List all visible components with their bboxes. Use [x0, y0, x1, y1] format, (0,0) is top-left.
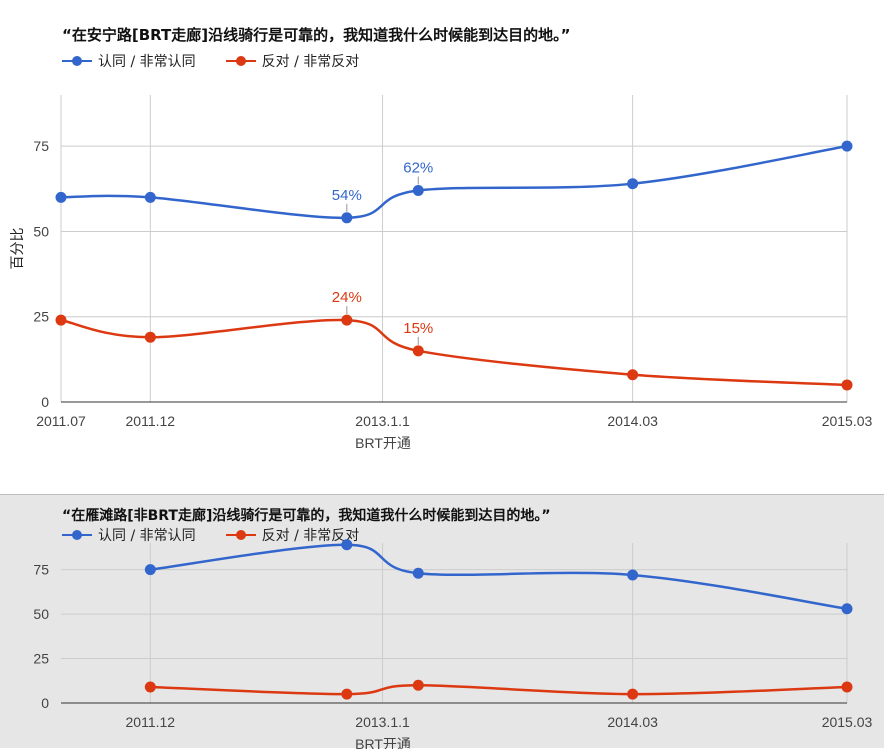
y-tick-label: 50 [33, 606, 49, 622]
data-label: 62% [403, 160, 433, 177]
data-point-oppose [841, 681, 853, 693]
data-point-approve [341, 539, 353, 551]
data-point-approve [55, 191, 67, 203]
data-point-approve [627, 569, 639, 581]
series-line-approve [150, 543, 848, 611]
x-tick-label: 2011.12 [126, 413, 176, 429]
legend-item-approve[interactable]: 认同 / 非常认同 [62, 51, 196, 71]
x-tick-label: 2011.12 [126, 714, 176, 730]
y-tick-label: 75 [33, 562, 49, 578]
x-tick-label: 2013.1.1 [355, 413, 410, 429]
data-point-oppose [841, 379, 853, 391]
data-point-oppose [341, 314, 353, 326]
legend-item-oppose[interactable]: 反对 / 非常反对 [225, 51, 360, 71]
legend-swatch-approve [62, 55, 92, 67]
data-point-oppose [341, 688, 353, 700]
legend-swatch-oppose [225, 55, 256, 67]
data-label: 54% [332, 187, 362, 204]
y-tick-label: 0 [41, 695, 49, 711]
chart-panel-anning: “在安宁路[BRT走廊]沿线骑行是可靠的，我知道我什么时候能到达目的地。” 认同… [9, 26, 873, 451]
data-point-oppose [412, 345, 424, 357]
data-point-approve [841, 603, 853, 615]
x-tick-label: 2013.1.1 [355, 714, 410, 730]
data-point-approve [841, 140, 853, 152]
x-tick-label: 2015.03 [822, 714, 873, 730]
legend-item-approve[interactable]: 认同 / 非常认同 [62, 525, 196, 545]
data-point-approve [627, 178, 639, 190]
chart-plot: 0 25 50 75 2011.12 2013.1.1 2014.03 2015.03 BRT开… [33, 539, 873, 749]
data-point-oppose [627, 688, 639, 700]
data-point-approve [412, 567, 424, 579]
data-label: 15% [403, 320, 433, 337]
chart-legend: 认同 / 非常认同 反对 / 非常反对 [62, 51, 359, 71]
x-tick-label: 2015.03 [822, 413, 873, 429]
series-line-oppose [150, 683, 848, 696]
chart-panel-yantan: “在雁滩路[非BRT走廊]沿线骑行是可靠的，我知道我什么时候能到达目的地。” 认… [0, 494, 884, 749]
y-tick-label: 25 [33, 651, 49, 667]
y-tick-label: 0 [41, 394, 49, 410]
chart-title: “在雁滩路[非BRT走廊]沿线骑行是可靠的，我知道我什么时候能到达目的地。” [62, 508, 551, 524]
data-point-approve [412, 185, 424, 197]
y-tick-label: 25 [33, 309, 49, 325]
x-tick-label: 2011.07 [36, 413, 86, 429]
legend-item-oppose[interactable]: 反对 / 非常反对 [225, 525, 360, 545]
x-axis-title: BRT开通 [355, 736, 411, 749]
legend-label-oppose: 反对 / 非常反对 [261, 54, 360, 70]
y-tick-label: 50 [33, 223, 49, 239]
legend-label-approve: 认同 / 非常认同 [98, 528, 196, 544]
legend-label-approve: 认同 / 非常认同 [98, 54, 196, 70]
data-point-approve [144, 191, 156, 203]
data-point-approve [341, 212, 353, 224]
chart-legend: 认同 / 非常认同 反对 / 非常反对 [62, 525, 359, 545]
data-point-approve [144, 564, 156, 576]
legend-swatch-oppose [225, 529, 256, 541]
data-point-oppose [144, 331, 156, 343]
legend-swatch-approve [62, 529, 92, 541]
x-tick-label: 2014.03 [607, 714, 658, 730]
series-line-oppose [60, 318, 848, 387]
chart-title: “在安宁路[BRT走廊]沿线骑行是可靠的，我知道我什么时候能到达目的地。” [62, 26, 571, 44]
y-axis-title: 百分比 [9, 228, 25, 270]
y-tick-label: 75 [33, 138, 49, 154]
data-point-oppose [627, 369, 639, 381]
data-point-oppose [412, 679, 424, 691]
data-point-oppose [144, 681, 156, 693]
data-point-oppose [55, 314, 67, 326]
series-line-approve [60, 144, 848, 220]
legend-label-oppose: 反对 / 非常反对 [261, 528, 360, 544]
x-tick-label: 2014.03 [607, 413, 658, 429]
chart-plot: 0 25 50 75 2011.07 2011.12 2013.1.1 2014.03 2015… [9, 95, 873, 451]
data-label: 24% [332, 289, 362, 306]
x-axis-title: BRT开通 [355, 435, 411, 451]
